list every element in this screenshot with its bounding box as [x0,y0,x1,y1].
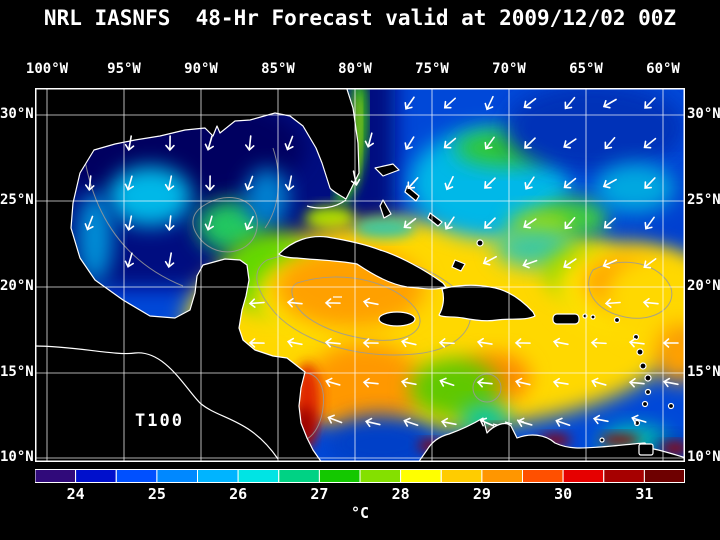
map-border [35,88,685,462]
lon-tick-60w: 60°W [646,61,680,77]
lon-tick-70w: 70°W [492,61,526,77]
colorbar-unit-label: °C [350,504,370,522]
colorbar-tick-30: 30 [554,485,573,503]
lat-tick-right-15n: 15°N [687,364,720,380]
colorbar-tick-24: 24 [66,485,85,503]
lon-tick-65w: 65°W [569,61,603,77]
trinidad-island [638,443,654,456]
colorbar-cell [603,469,645,483]
lon-tick-80w: 80°W [338,61,372,77]
lat-tick-left-25n: 25°N [0,192,34,208]
colorbar-cell [562,469,605,483]
colorbar-cell [237,469,280,483]
colorbar-tick-26: 26 [229,485,248,503]
colorbar-cell [522,469,564,483]
lon-tick-85w: 85°W [261,61,295,77]
lon-tick-100w: 100°W [25,61,69,77]
puerto-rico-island [552,313,580,325]
colorbar-cell [34,469,77,483]
field-annotation: T100 [135,411,184,431]
colorbar-cell [156,469,198,483]
map-panel: T100 [35,88,685,462]
colorbar-cell [481,469,523,483]
colorbar-cell [278,469,320,483]
pacific-coastline [35,345,279,460]
lat-tick-right-30n: 30°N [687,106,720,122]
jamaica-island [378,311,416,327]
lat-tick-left-15n: 15°N [0,364,34,380]
colorbar-cell [318,469,361,483]
colorbar-cell [75,469,117,483]
lat-tick-left-30n: 30°N [0,106,34,122]
lat-tick-right-10n: 10°N [687,449,720,465]
graticule-grid [35,88,685,462]
colorbar-tick-25: 25 [147,485,166,503]
colorbar-cell [359,469,402,483]
colorbar-cell [400,469,442,483]
lat-tick-right-25n: 25°N [687,192,720,208]
colorbar [34,468,686,483]
lat-tick-left-10n: 10°N [0,449,34,465]
turks-island [476,239,484,247]
colorbar-cell [115,469,158,483]
colorbar-tick-27: 27 [310,485,329,503]
temperature-map: T100 [35,88,685,462]
colorbar-tick-29: 29 [472,485,491,503]
florida-keys [306,199,347,209]
colorbar-cell [440,469,483,483]
colorbar-cell [643,469,686,483]
colorbar-tick-31: 31 [635,485,654,503]
lon-tick-90w: 90°W [184,61,218,77]
lon-tick-75w: 75°W [415,61,449,77]
colorbar-cell [197,469,239,483]
figure-title: NRL IASNFS 48-Hr Forecast valid at 2009/… [43,6,677,30]
lat-tick-left-20n: 20°N [0,278,34,294]
colorbar-tick-28: 28 [391,485,410,503]
lon-tick-95w: 95°W [107,61,141,77]
lat-tick-right-20n: 20°N [687,278,720,294]
